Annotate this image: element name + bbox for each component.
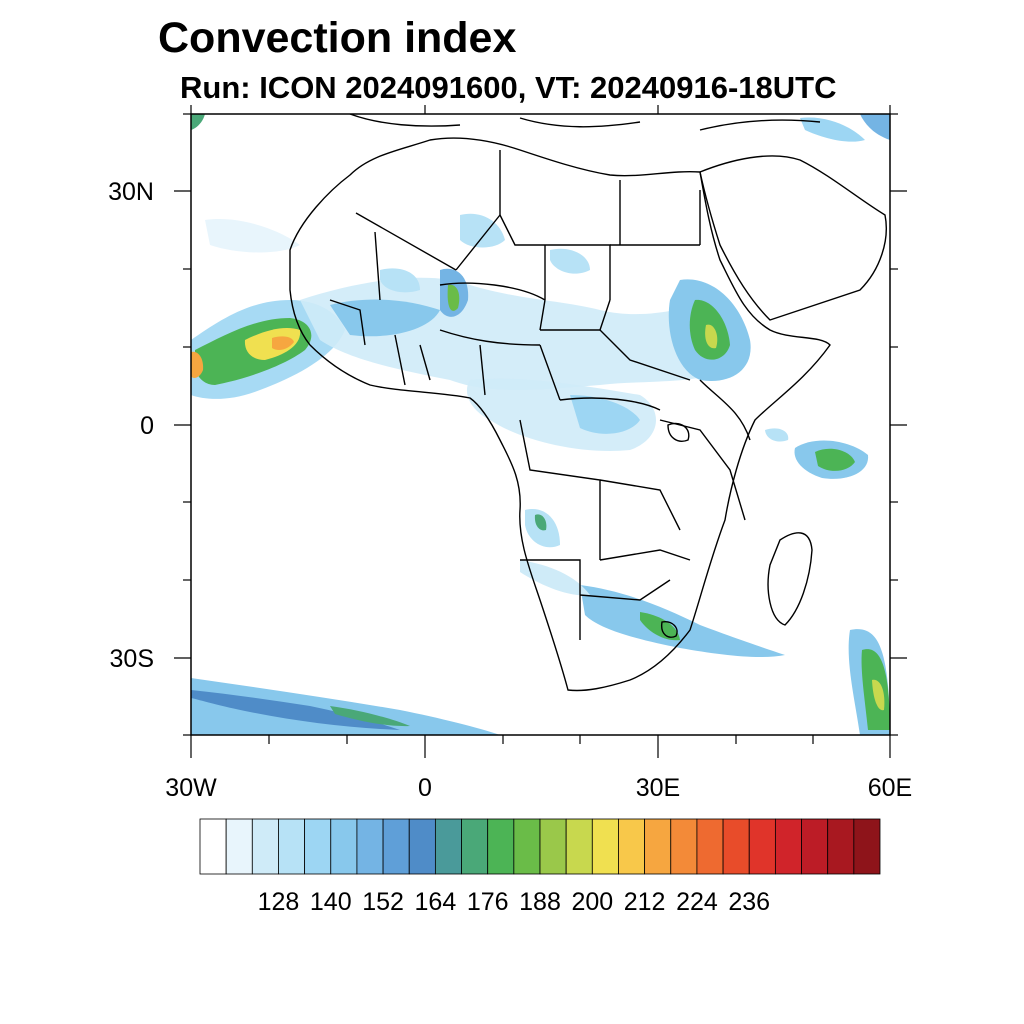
colorbar-tick-label: 212 — [623, 888, 666, 916]
arabia — [699, 155, 887, 321]
lake-victoria — [667, 422, 690, 442]
border-1 — [355, 212, 611, 301]
border-4 — [439, 329, 691, 401]
field-south-africa — [580, 585, 785, 658]
field-left-edge — [191, 351, 204, 378]
colorbar-tick-label: 152 — [362, 888, 404, 916]
colorbar-swatch — [408, 818, 436, 875]
border-7 — [659, 379, 751, 521]
colorbar-swatch — [618, 818, 646, 875]
field-south-atlantic-core — [191, 690, 400, 730]
field-sahara-2 — [550, 248, 590, 274]
field-ne-corner — [860, 114, 890, 140]
border-3 — [499, 150, 701, 245]
africa-coastline — [289, 137, 831, 692]
colorbar-tick-label: 236 — [728, 888, 771, 916]
colorbar-swatch — [304, 818, 332, 875]
field-indian-core — [815, 448, 855, 471]
field-south-atlantic-green — [330, 706, 410, 727]
lesotho — [661, 621, 678, 638]
colorbar-tick-label: 140 — [309, 888, 352, 916]
field-sw-indian-hot — [872, 679, 885, 711]
colorbar-tick-label: 164 — [414, 888, 457, 916]
field-south-africa-core — [640, 612, 680, 641]
colorbar-swatch — [644, 818, 672, 875]
colorbar-swatch — [199, 818, 227, 875]
field-angola-core — [534, 514, 547, 531]
lat-label-30s: 30S — [109, 645, 154, 673]
colorbar-swatch — [774, 818, 802, 875]
colorbar-tick-label: 128 — [257, 888, 300, 916]
field-atlantic-peak — [272, 336, 294, 350]
colorbar-tick-label: 176 — [466, 888, 509, 916]
colorbar-swatch — [801, 818, 829, 875]
field-nw-corner — [191, 114, 205, 130]
field-congo-mid — [570, 395, 640, 434]
colorbar-swatch — [461, 818, 489, 875]
lat-label-30n: 30N — [108, 178, 154, 206]
colorbar-swatch — [722, 818, 750, 875]
border-5 — [519, 397, 681, 560]
colorbar-swatch — [853, 818, 881, 875]
colorbar-swatch — [565, 818, 593, 875]
border-6 — [520, 549, 691, 640]
madagascar — [767, 532, 813, 626]
colorbar-swatch — [278, 818, 306, 875]
colorbar-swatch — [539, 818, 567, 875]
lon-label-30w: 30W — [165, 774, 217, 802]
colorbar-swatch — [434, 818, 462, 875]
colorbar-swatch — [591, 818, 619, 875]
colorbar-tick-label: 188 — [519, 888, 561, 916]
lon-label-0: 0 — [418, 774, 432, 802]
chart-subtitle: Run: ICON 2024091600, VT: 20240916-18UTC — [180, 70, 837, 105]
field-ne-med — [800, 117, 865, 142]
colorbar — [199, 818, 881, 875]
field-east-africa — [765, 428, 789, 442]
colorbar-swatch — [251, 818, 279, 875]
colorbar-swatch — [696, 818, 724, 875]
colorbar-swatch — [513, 818, 541, 875]
field-niger-core — [447, 284, 460, 311]
colorbar-tick-label: 224 — [676, 888, 718, 916]
field-sahara-3 — [380, 268, 420, 293]
lat-label-0: 0 — [140, 412, 154, 440]
colorbar-swatch — [356, 818, 384, 875]
colorbar-swatch — [670, 818, 698, 875]
colorbar-swatch — [330, 818, 358, 875]
colorbar-swatch — [382, 818, 410, 875]
border-2 — [439, 244, 700, 331]
field-south-atlantic — [191, 678, 500, 735]
coastlines — [289, 114, 887, 692]
border-8 — [329, 299, 431, 386]
colorbar-swatch — [827, 818, 855, 875]
colorbar-tick-label: 200 — [571, 888, 614, 916]
field-sahara-1 — [460, 213, 505, 248]
chart-title: Convection index — [158, 14, 517, 62]
field-ethiopia-hot — [705, 324, 718, 349]
lon-label-60e: 60E — [867, 774, 913, 802]
mediterranean-north — [349, 114, 821, 131]
lon-label-30e: 30E — [635, 774, 681, 802]
axis-ticks — [174, 105, 907, 758]
field-namibia-band — [520, 560, 590, 596]
field-west-sahara — [205, 219, 300, 253]
colorbar-swatch — [748, 818, 776, 875]
colorbar-swatch — [225, 818, 253, 875]
colorbar-swatch — [487, 818, 515, 875]
convection-field — [191, 114, 890, 735]
